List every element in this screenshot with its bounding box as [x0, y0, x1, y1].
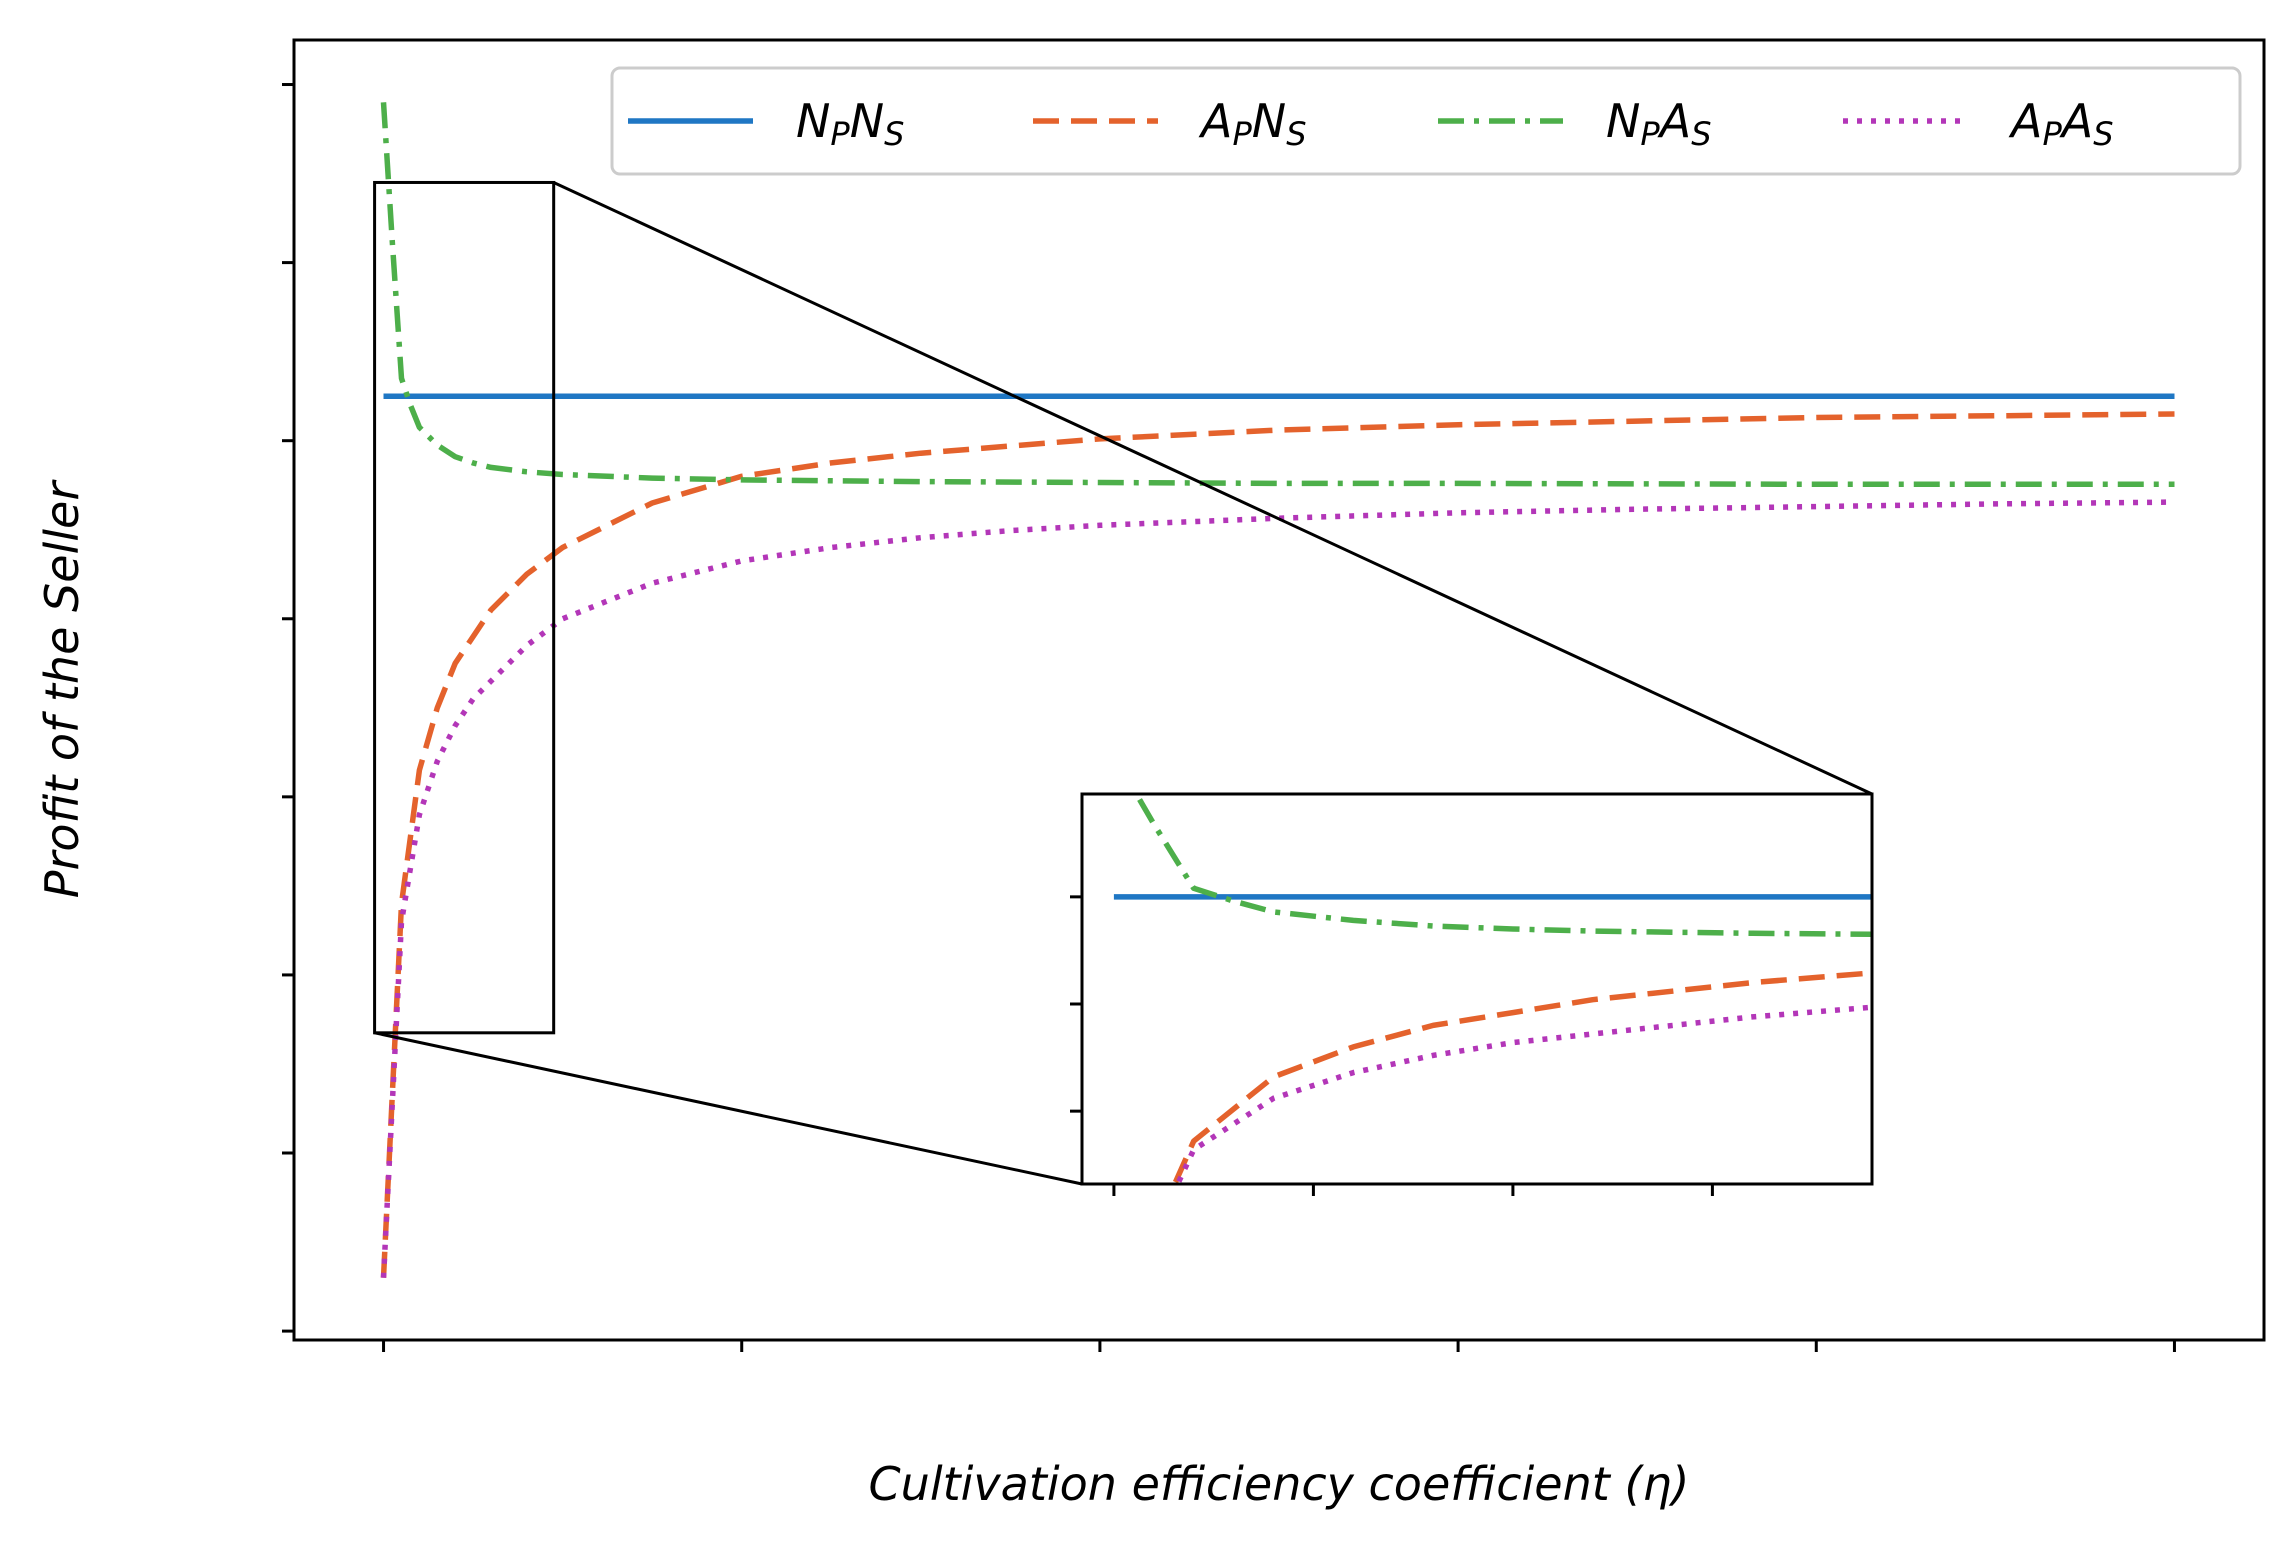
- legend-subscript: P: [2042, 115, 2062, 153]
- legend-subscript: P: [1640, 115, 1660, 153]
- zoom-connector-line: [374, 1031, 1083, 1186]
- legend: NPNS APNS NPAS APAS: [610, 66, 2242, 176]
- inset-y-axis: [1070, 895, 1082, 1113]
- legend-symbol: N: [796, 94, 830, 148]
- legend-label-na: NPAS: [1606, 94, 1712, 153]
- legend-subscript: S: [1286, 115, 1306, 153]
- inset-plot-lines: [1113, 794, 1872, 1184]
- legend-symbol: A: [1657, 94, 1691, 148]
- zoom-indicator: [373, 180, 1873, 1186]
- main-axes-frame: [292, 38, 2266, 1342]
- legend-frame: [610, 66, 2242, 176]
- inset-background: [1082, 794, 1872, 1184]
- y-axis-label: Profit of the Seller: [35, 479, 89, 899]
- legend-subscript: S: [2093, 115, 2113, 153]
- legend-label-nn: NPNS: [796, 94, 904, 153]
- inset-series-line-na: [1133, 794, 1872, 938]
- legend-subscript: S: [884, 115, 904, 153]
- zoom-region-box: [373, 180, 556, 1035]
- series-line-aa: [380, 499, 2175, 1278]
- legend-subscript: S: [1691, 115, 1711, 153]
- inset-x-axis: [1112, 1184, 1714, 1196]
- legend-label-an: APNS: [1198, 94, 1307, 153]
- legend-symbol: N: [1606, 94, 1640, 148]
- legend-subscript: P: [830, 115, 850, 153]
- inset-axes-frame: [1080, 792, 1874, 1186]
- legend-symbol: A: [1198, 94, 1232, 148]
- legend-symbol: N: [850, 94, 884, 148]
- series-line-na: [380, 102, 2175, 488]
- legend-label-aa: APAS: [2008, 94, 2114, 153]
- series-line-an: [380, 411, 2175, 1278]
- legend-subscript: P: [1232, 115, 1252, 153]
- x-axis-label: Cultivation efficiency coefficient (η): [869, 1457, 1690, 1511]
- main-y-axis: [282, 83, 294, 1333]
- legend-symbol: A: [2059, 94, 2093, 148]
- inset-series-line-aa: [1174, 1004, 1872, 1184]
- zoom-connector-line: [553, 181, 1873, 796]
- legend-symbol: A: [2008, 94, 2042, 148]
- main-x-axis: [382, 1340, 2176, 1352]
- legend-symbol: N: [1252, 94, 1286, 148]
- main-plot-lines: [380, 102, 2175, 1278]
